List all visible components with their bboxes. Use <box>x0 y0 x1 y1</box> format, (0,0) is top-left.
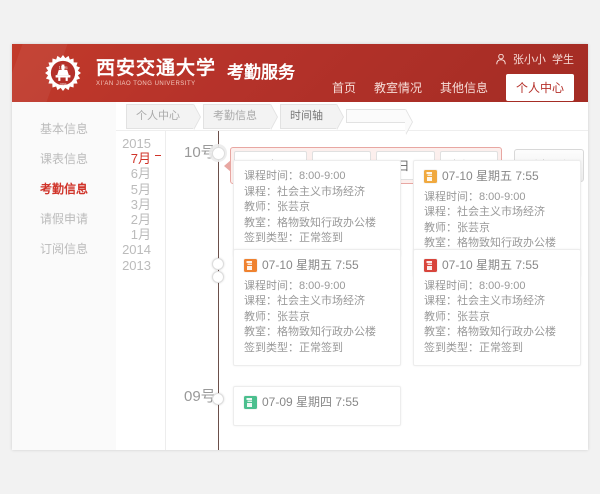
svg-text:1896: 1896 <box>59 83 66 87</box>
